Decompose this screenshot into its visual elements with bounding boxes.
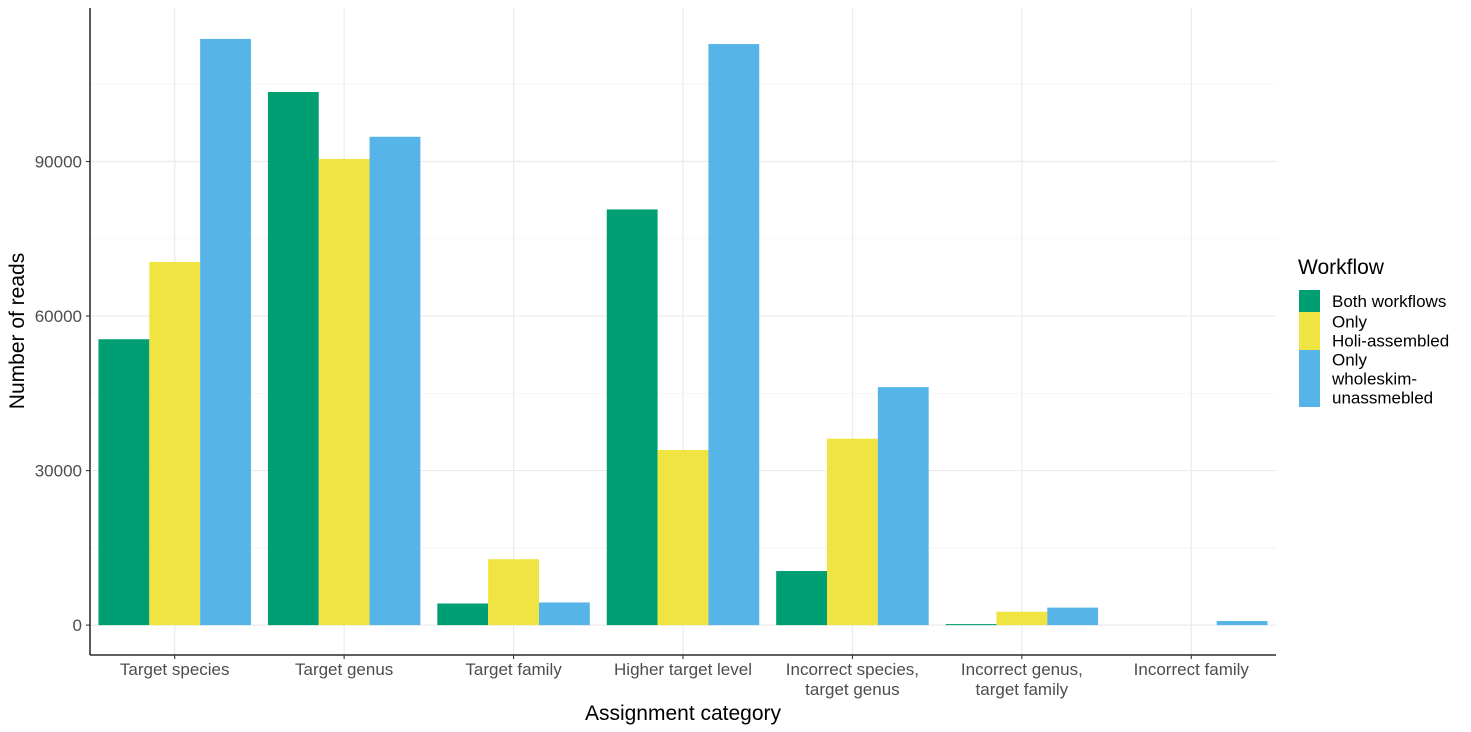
y-axis-title: Number of reads: [6, 253, 29, 409]
legend-label: Only Holi-assembled: [1332, 313, 1449, 351]
bar: [708, 44, 760, 626]
bar: [1047, 607, 1099, 626]
bar: [488, 559, 539, 626]
x-tick-label: Target genus: [295, 660, 393, 679]
x-axis-title: Assignment category: [585, 702, 782, 725]
x-tick-label: Incorrect species, target genus: [786, 660, 919, 699]
legend-key: [1299, 350, 1320, 407]
legend-label: Only wholeskim-unassmebled: [1331, 351, 1433, 408]
bar: [149, 261, 201, 626]
x-tick-label: Higher target level: [614, 660, 752, 679]
y-tick-label: 60000: [35, 307, 82, 326]
y-tick-label: 30000: [35, 462, 82, 481]
x-ticks: Target species Target genus Target family H…: [120, 655, 1250, 699]
x-tick-label: Target species: [120, 660, 230, 679]
bar: [369, 136, 421, 626]
bar: [200, 38, 251, 626]
y-tick-label: 0: [73, 616, 82, 635]
legend-title: Workflow: [1298, 256, 1385, 279]
bar: [776, 571, 828, 626]
bar: [657, 449, 709, 626]
x-tick-label: Incorrect genus, target family: [961, 660, 1083, 699]
legend: Workflow Both workflows Only Holi-assemble…: [1298, 256, 1449, 408]
x-tick-label: Incorrect family: [1134, 660, 1250, 679]
bar: [267, 91, 319, 626]
bar: [606, 209, 658, 626]
bar: [1216, 621, 1268, 626]
bar: [98, 339, 150, 626]
bar: [996, 611, 1048, 626]
y-tick-label: 90000: [35, 153, 82, 172]
legend-key: [1299, 290, 1320, 312]
legend-key: [1299, 312, 1320, 350]
y-ticks: 0 30000 60000 90000: [35, 153, 90, 635]
bars: [98, 38, 1268, 626]
bar: [877, 387, 929, 626]
bar: [538, 602, 590, 626]
bar: [945, 624, 997, 626]
x-tick-label: Target family: [465, 660, 562, 679]
legend-label: Both workflows: [1332, 292, 1446, 311]
bar: [827, 438, 878, 626]
bar: [437, 603, 489, 626]
bar: [318, 158, 370, 626]
